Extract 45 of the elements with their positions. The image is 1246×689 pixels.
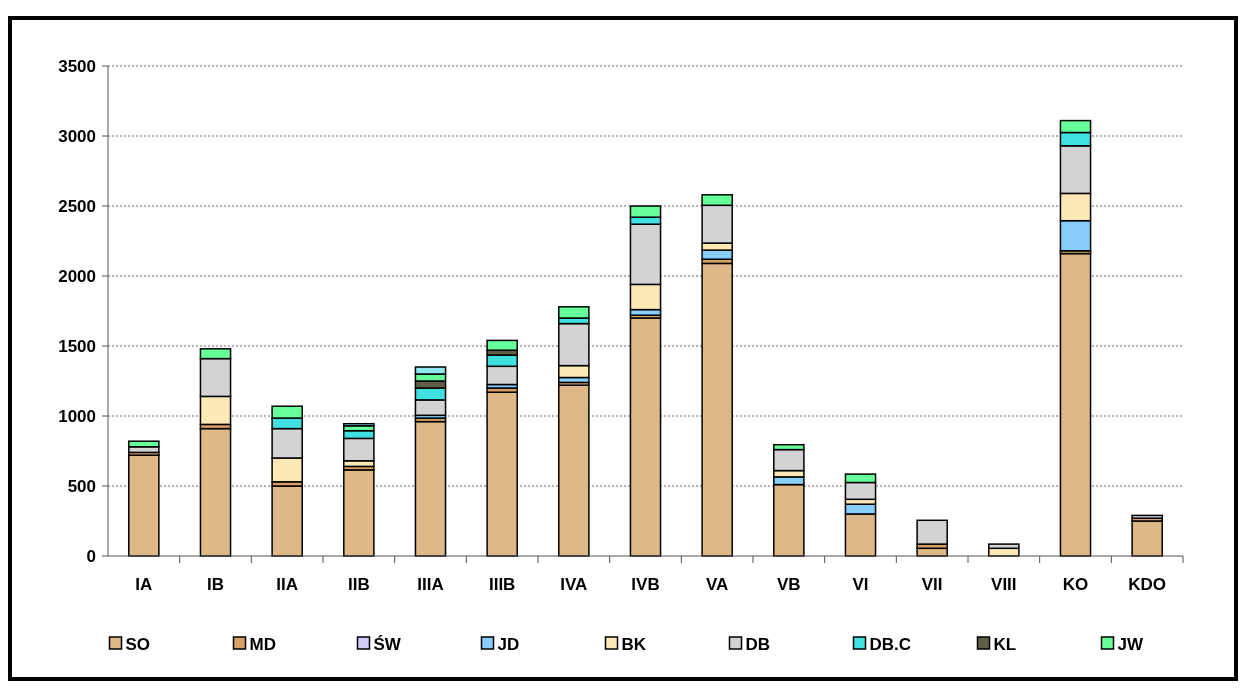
bar — [629, 317, 662, 557]
legend-label: SO — [125, 634, 151, 654]
legend-label: ŚW — [373, 634, 402, 654]
bar — [1131, 520, 1163, 557]
x-tick-label: IIB — [347, 575, 370, 594]
x-tick-label: IB — [207, 575, 224, 594]
x-tick-label: IIIB — [488, 575, 516, 594]
bar — [271, 485, 303, 557]
y-tick-label: 3500 — [58, 56, 96, 76]
bar — [558, 384, 590, 557]
legend-label: JD — [497, 634, 520, 654]
bar — [343, 469, 375, 557]
legend-label: JW — [1117, 634, 1144, 654]
legend-label: MD — [249, 634, 276, 654]
legend-label: DB.C — [869, 634, 912, 654]
bar — [343, 422, 375, 427]
x-tick-label: IVB — [631, 575, 660, 594]
x-tick-label: VB — [777, 575, 801, 594]
bar — [414, 420, 447, 557]
x-tick-label: IIA — [276, 575, 299, 594]
y-tick-label: 0 — [86, 546, 96, 566]
y-tick-label: 2000 — [58, 266, 96, 286]
x-tick-label: IVA — [560, 575, 588, 594]
x-tick-label: VIII — [991, 575, 1017, 594]
y-tick-label: 2500 — [58, 196, 96, 216]
x-tick-label: VI — [852, 575, 869, 594]
bar — [486, 391, 518, 557]
legend-label: DB — [745, 634, 771, 654]
y-tick-label: 3000 — [58, 126, 96, 146]
y-tick-label: 500 — [67, 476, 96, 496]
bar — [701, 262, 733, 557]
legend-label: BK — [621, 634, 647, 654]
x-tick-label: VA — [705, 575, 729, 594]
x-tick-label: VII — [921, 575, 943, 594]
x-tick-label: IA — [135, 575, 153, 594]
x-tick-label: KDO — [1128, 575, 1167, 594]
y-tick-label: 1500 — [58, 336, 96, 356]
y-tick-label: 1000 — [58, 406, 96, 426]
x-tick-label: IIIA — [417, 575, 444, 594]
bar — [128, 454, 160, 557]
legend-label: KL — [993, 634, 1017, 654]
bar — [1059, 252, 1092, 557]
x-tick-label: KO — [1062, 575, 1089, 594]
bar — [199, 427, 232, 557]
bar — [916, 519, 948, 545]
